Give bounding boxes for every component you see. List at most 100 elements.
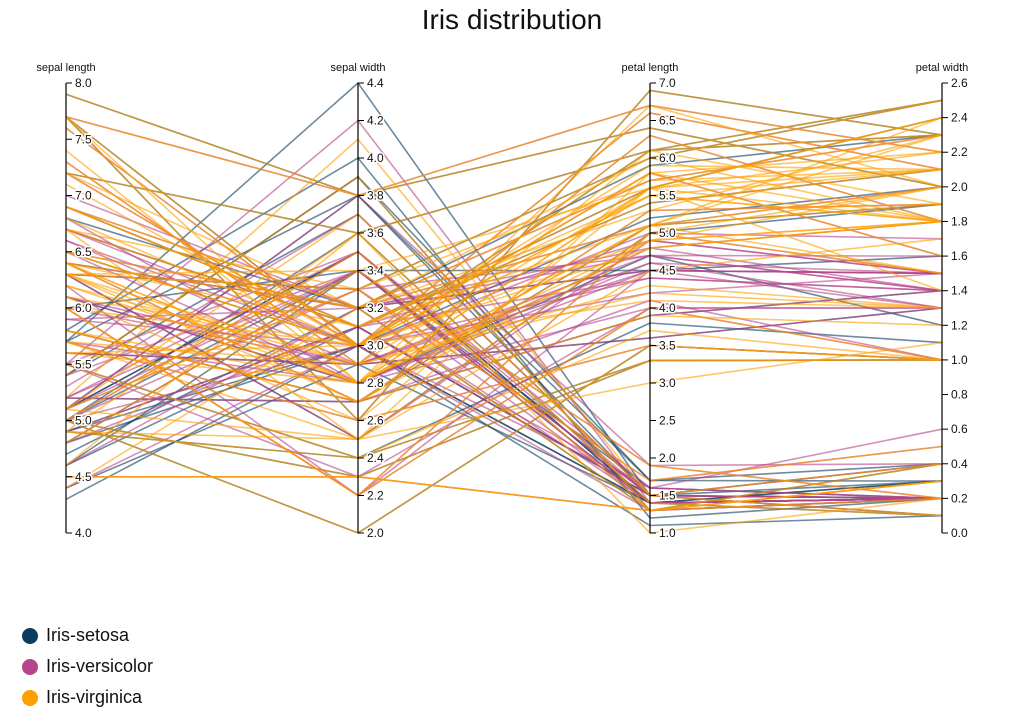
tick-label: 1.2 [951,318,968,332]
tick-label: 2.2 [367,489,384,503]
data-line [65,288,943,504]
tick-label: 5.0 [75,414,92,428]
tick-label: 4.0 [75,526,92,540]
tick-label: 0.8 [951,388,968,402]
tick-label: 6.0 [659,151,676,165]
legend-label: Iris-versicolor [46,656,154,676]
data-line [65,134,943,328]
tick-label: 2.6 [367,414,384,428]
data-line [65,344,943,527]
tick-label: 1.0 [659,526,676,540]
legend-item-virginica[interactable]: Iris-virginica [22,682,153,713]
data-line [65,104,943,385]
data-line [65,329,943,459]
legend: Iris-setosa Iris-versicolor Iris-virgini… [22,620,153,713]
axis-label: petal length [622,62,679,74]
data-line [65,292,943,366]
data-line [65,359,943,459]
tick-label: 2.8 [367,376,384,390]
tick-label: 3.0 [367,339,384,353]
legend-label: Iris-setosa [46,625,130,645]
tick-label: 5.5 [659,189,676,203]
data-line [65,186,943,384]
data-line [65,151,943,384]
data-line [65,220,943,347]
tick-label: 1.6 [951,249,968,263]
tick-label: 5.5 [75,357,92,371]
legend-dot-icon [22,658,38,675]
data-line [66,475,943,512]
tick-label: 7.0 [75,189,92,203]
tick-label: 6.0 [75,301,92,315]
tick-label: 7.5 [75,132,92,146]
data-line [65,220,943,347]
tick-label: 1.8 [951,214,968,228]
data-lines [65,81,943,534]
tick-label: 2.6 [951,76,968,90]
legend-dot-icon [22,627,38,644]
legend-dot-icon [22,689,38,706]
tick-label: 2.5 [659,414,676,428]
legend-label: Iris-virginica [46,687,143,707]
tick-label: 0.0 [951,526,968,540]
tick-label: 0.2 [951,491,968,505]
tick-label: 4.0 [367,151,384,165]
tick-label: 6.5 [75,245,92,259]
data-line [65,175,943,512]
axes: sepal length 4.0 4.5 5.0 5.5 6.0 6.5 7.0 7.5 8.0 s… [36,62,969,542]
tick-label: 3.6 [367,226,384,240]
tick-label: 3.0 [659,376,676,390]
data-line [65,116,943,328]
legend-item-versicolor[interactable]: Iris-versicolor [22,651,153,682]
data-line [65,341,943,441]
tick-label: 1.4 [951,284,968,298]
data-line [65,172,943,347]
tick-label: 8.0 [75,76,92,90]
data-line [65,228,943,347]
tick-label: 3.4 [367,264,384,278]
data-line [65,194,943,467]
tick-label: 6.5 [659,114,676,128]
tick-label: 7.0 [659,76,676,90]
tick-label: 4.5 [659,264,676,278]
data-line [65,284,943,366]
data-line [65,116,943,347]
axis-label: petal width [916,62,969,74]
data-line [65,213,943,497]
tick-label: 3.5 [659,339,676,353]
tick-label: 4.4 [367,76,384,90]
data-line [65,314,943,403]
data-line [65,99,943,234]
chart-title: Iris distribution [421,4,603,35]
data-line [65,231,943,517]
data-line [65,157,943,309]
tick-label: 2.0 [951,180,968,194]
tick-label: 5.0 [659,226,676,240]
tick-label: 1.5 [659,489,676,503]
data-line [65,269,943,384]
tick-label: 2.0 [367,526,384,540]
tick-label: 2.2 [951,145,968,159]
data-line [65,186,943,441]
tick-label: 0.4 [951,457,968,471]
tick-label: 4.0 [659,301,676,315]
tick-label: 4.2 [367,114,384,128]
axis-label: sepal length [36,62,95,74]
tick-label: 0.6 [951,422,968,436]
data-line [65,187,943,422]
data-line [65,307,943,497]
data-line [65,93,943,197]
tick-label: 2.4 [367,451,384,465]
data-line [65,138,943,517]
data-line [65,104,943,197]
tick-label: 2.0 [659,451,676,465]
data-line [65,299,943,354]
axis-label: sepal width [330,62,385,74]
tick-label: 4.5 [75,470,92,484]
data-line [65,325,943,500]
data-line [65,194,943,328]
tick-label: 3.8 [367,189,384,203]
legend-item-setosa[interactable]: Iris-setosa [22,620,153,651]
tick-label: 1.0 [951,353,968,367]
